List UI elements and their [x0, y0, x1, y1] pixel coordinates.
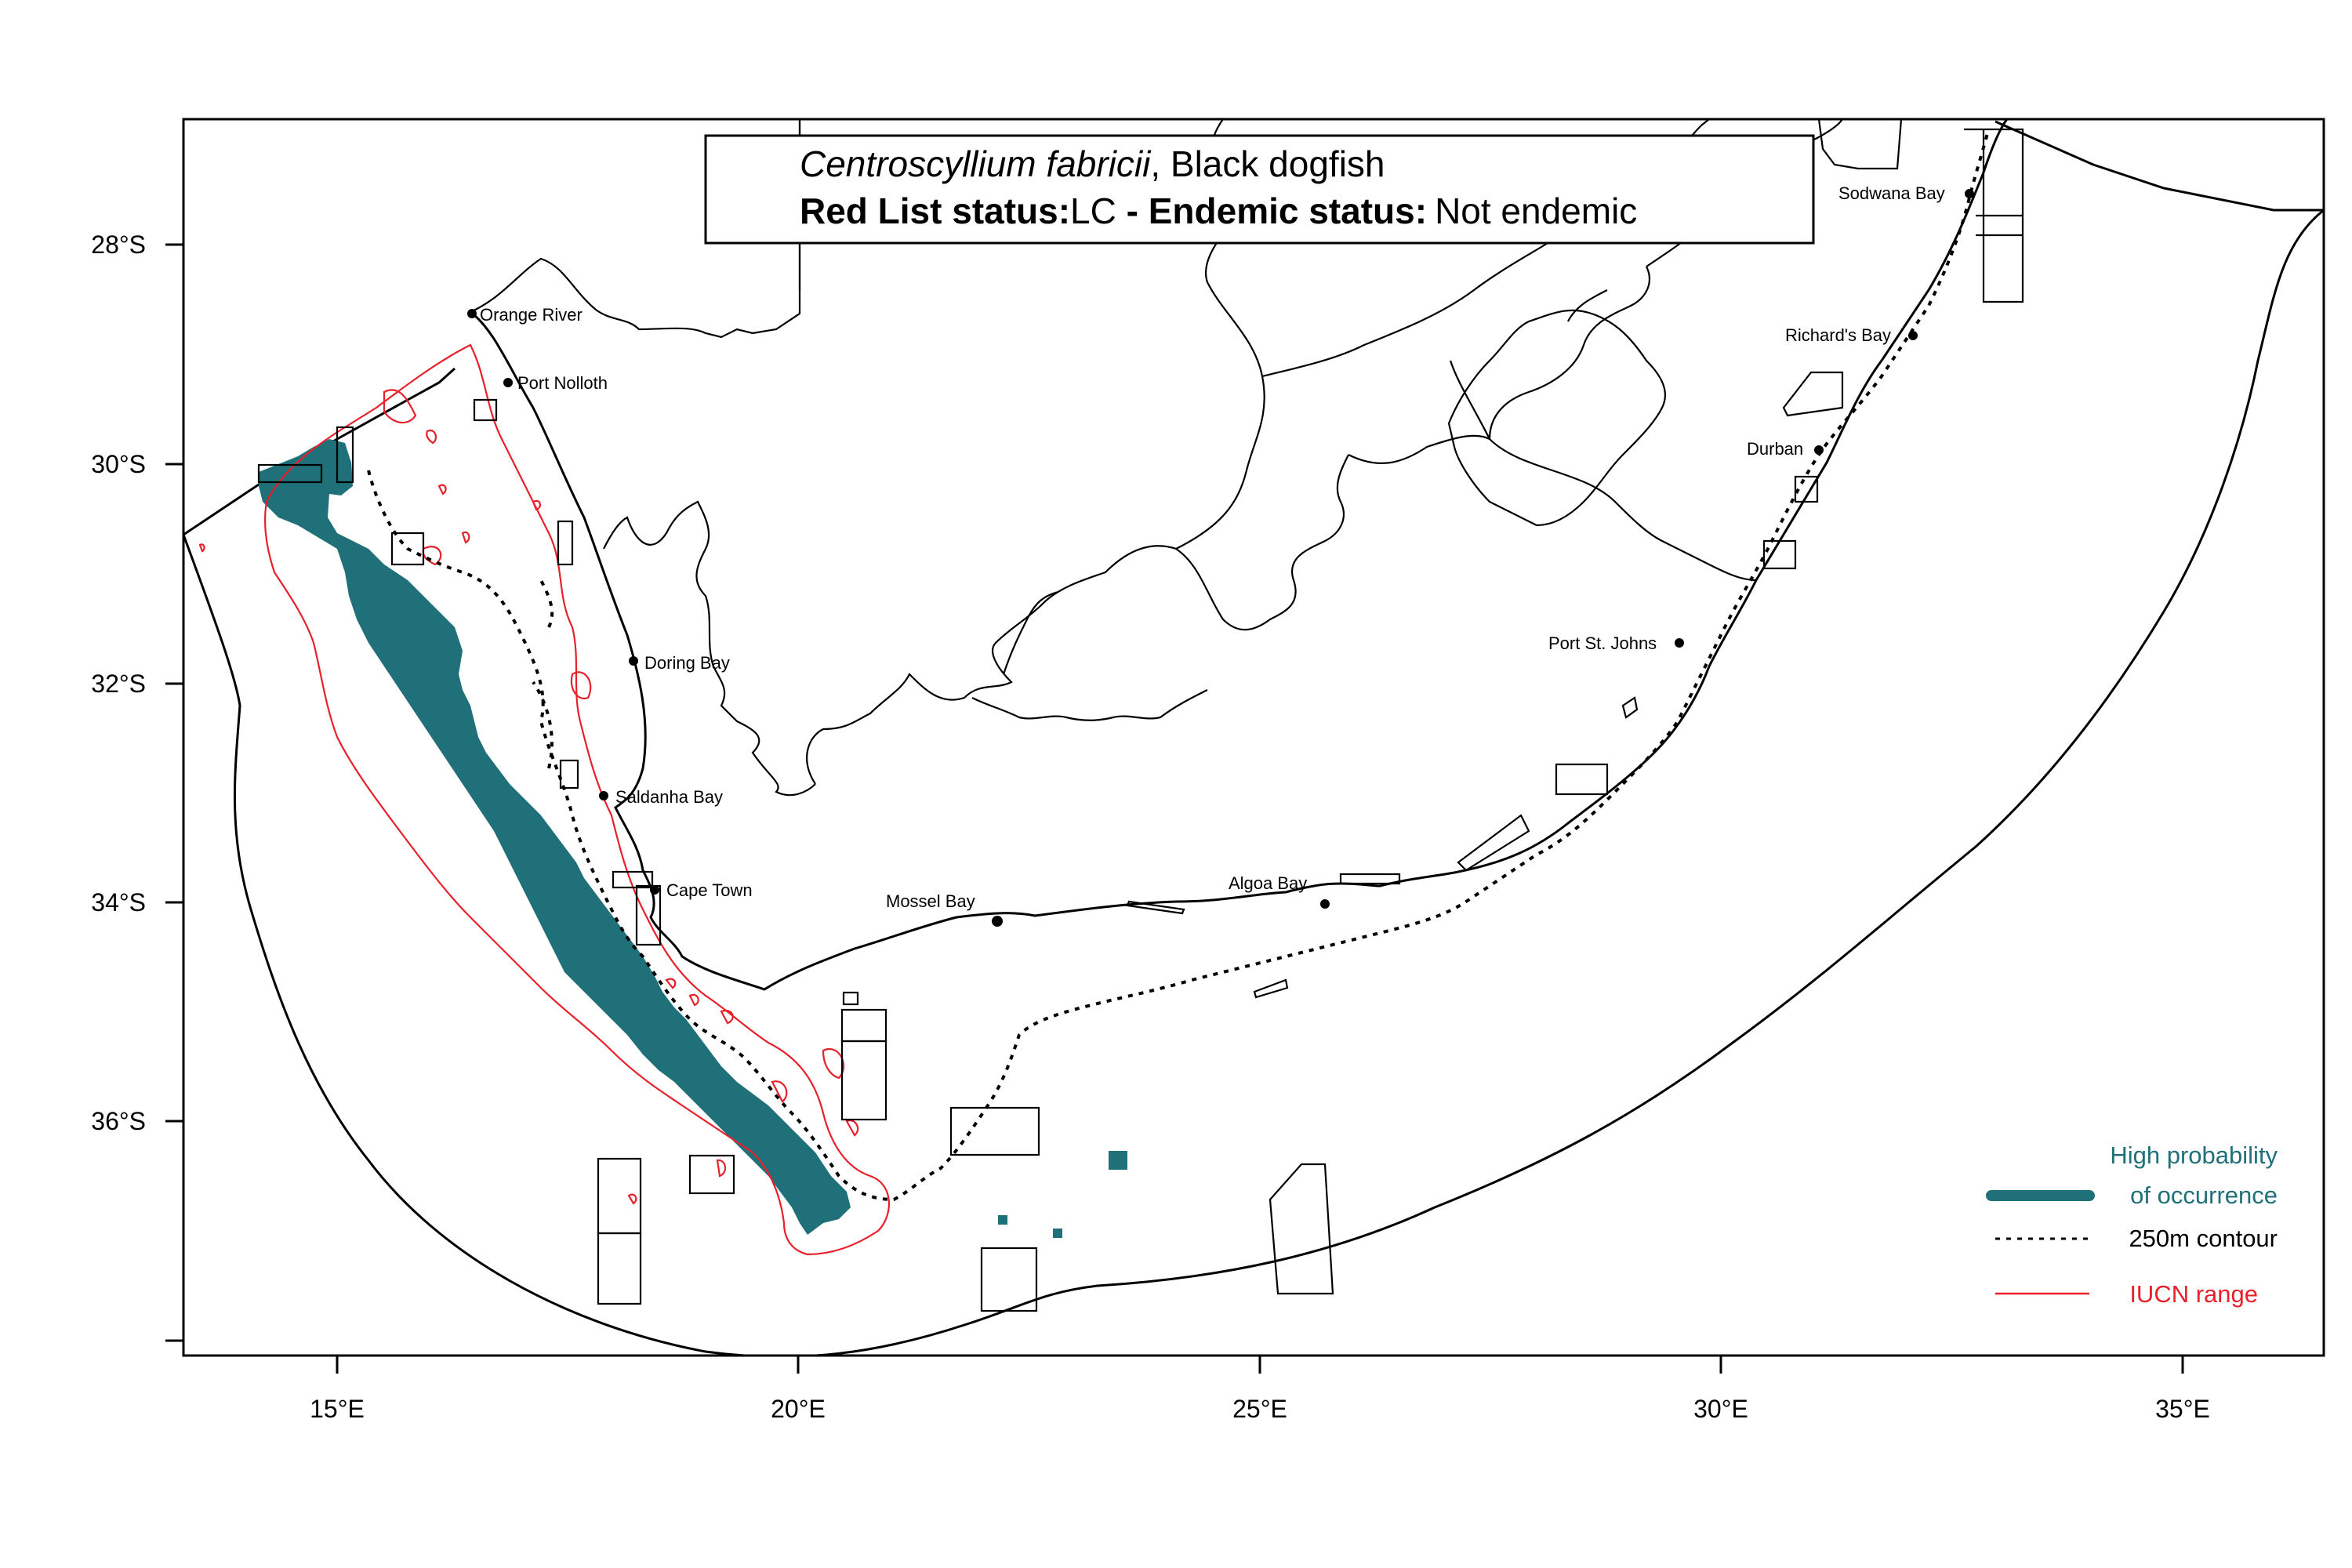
- lat-tick-labels: 28°S 30°S 32°S 34°S 36°S: [91, 230, 146, 1135]
- coastline: [470, 119, 2009, 991]
- place-label-port-st-johns: Port St. Johns: [1548, 633, 1657, 653]
- place-label-durban: Durban: [1747, 439, 1803, 459]
- contour-250m: [367, 132, 1989, 1202]
- lon-tick-label: 30°E: [1693, 1395, 1748, 1423]
- lon-tick-label: 20°E: [771, 1395, 826, 1423]
- common-name: , Black dogfish: [1150, 143, 1385, 184]
- plot-frame: [182, 118, 2325, 1357]
- place-label-algoa-bay: Algoa Bay: [1229, 873, 1307, 893]
- place-label-sodwana-bay: Sodwana Bay: [1838, 183, 1945, 203]
- species-name: Centroscyllium fabricii: [800, 143, 1152, 184]
- place-label-saldanha-bay: Saldanha Bay: [615, 787, 723, 807]
- lon-tick-label: 15°E: [310, 1395, 365, 1423]
- saldanha-bay-point: [599, 791, 608, 800]
- orange-river-point: [467, 309, 477, 318]
- place-labels: Orange River Port Nolloth Doring Bay Sal…: [480, 183, 1945, 911]
- richards-bay-point: [1908, 331, 1918, 340]
- provincial-borders: [470, 119, 1843, 797]
- cape-town-point: [650, 885, 659, 895]
- place-points: [467, 189, 1974, 927]
- lat-tick-label: 34°S: [91, 888, 146, 916]
- place-label-doring-bay: Doring Bay: [644, 653, 730, 673]
- endemic-label: - Endemic status:: [1116, 191, 1427, 231]
- lat-axis: [165, 243, 183, 1342]
- title-line-1: Centroscyllium fabricii, Black dogfish: [800, 143, 1385, 184]
- redlist-value: LC: [1070, 191, 1116, 231]
- durban-point: [1814, 445, 1824, 455]
- lon-tick-label: 35°E: [2155, 1395, 2210, 1423]
- legend-iucn-label: IUCN range: [2129, 1280, 2258, 1308]
- legend-high-prob-line1: High probability: [2110, 1142, 2278, 1169]
- lon-tick-label: 25°E: [1232, 1395, 1287, 1423]
- port-st-johns-point: [1675, 638, 1684, 648]
- title-box: [704, 134, 1815, 245]
- legend-contour-label: 250m contour: [2129, 1225, 2278, 1252]
- lesotho-border: [1447, 309, 1666, 527]
- lon-axis: [336, 1356, 2184, 1374]
- sodwana-bay-point: [1965, 189, 1974, 198]
- occurrence-cells: [259, 439, 1127, 1238]
- lat-tick-label: 36°S: [91, 1107, 146, 1135]
- lon-tick-labels: 15°E 20°E 25°E 30°E 35°E: [310, 1395, 2210, 1423]
- lat-tick-label: 28°S: [91, 230, 146, 259]
- lat-tick-label: 32°S: [91, 670, 146, 698]
- legend: High probability of occurrence 250m cont…: [1986, 1142, 2278, 1308]
- place-label-cape-town: Cape Town: [666, 880, 753, 900]
- lat-tick-label: 30°S: [91, 450, 146, 478]
- algoa-bay-point: [1320, 899, 1330, 909]
- iucn-range: [198, 343, 890, 1256]
- place-label-richards-bay: Richard's Bay: [1785, 325, 1891, 345]
- eez-boundary: [183, 119, 2324, 1356]
- mossel-bay-point: [992, 916, 1003, 927]
- place-label-port-nolloth: Port Nolloth: [517, 373, 608, 393]
- mpa-boxes: [257, 128, 2024, 1312]
- port-nolloth-point: [503, 378, 513, 387]
- doring-bay-point: [629, 656, 638, 666]
- redlist-label: Red List status:: [800, 191, 1070, 231]
- eez-north-line: [1994, 120, 2324, 212]
- eswatini-border: [1817, 119, 1903, 170]
- map-content: Orange River Port Nolloth Doring Bay Sal…: [183, 119, 2324, 1356]
- place-label-orange-river: Orange River: [480, 305, 583, 325]
- place-label-mossel-bay: Mossel Bay: [886, 891, 975, 911]
- title-line-2: Red List status:LC - Endemic status: Not …: [800, 191, 1637, 231]
- legend-high-prob-line2: of occurrence: [2130, 1181, 2278, 1209]
- endemic-value: Not endemic: [1435, 191, 1637, 231]
